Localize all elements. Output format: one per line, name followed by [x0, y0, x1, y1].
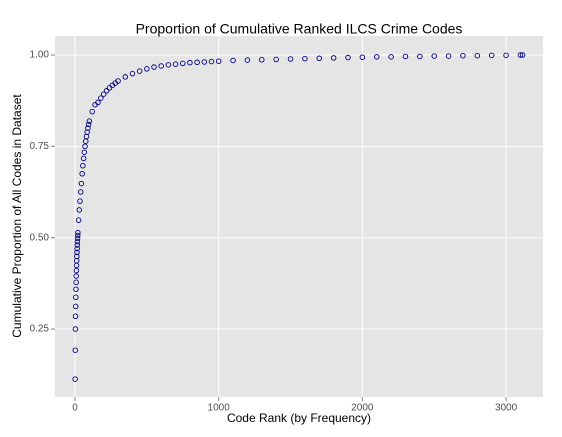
- point: [72, 303, 79, 310]
- point: [244, 57, 251, 63]
- point: [75, 217, 82, 223]
- point: [76, 207, 83, 213]
- point: [302, 55, 308, 62]
- point: [488, 52, 495, 59]
- plot-panel: [55, 36, 543, 397]
- point: [431, 53, 437, 59]
- point: [77, 198, 83, 204]
- point: [201, 59, 208, 65]
- point: [80, 162, 86, 169]
- point: [172, 61, 179, 67]
- point: [77, 189, 84, 195]
- point: [74, 238, 81, 245]
- point: [115, 78, 121, 84]
- point: [74, 245, 80, 252]
- point: [151, 64, 157, 70]
- point: [122, 74, 129, 80]
- point: [80, 155, 87, 162]
- point: [359, 54, 366, 60]
- point: [144, 66, 150, 72]
- chart-title: Proportion of Cumulative Ranked ILCS Cri…: [136, 21, 463, 37]
- point: [78, 180, 85, 187]
- point: [72, 313, 79, 320]
- point: [74, 242, 81, 248]
- point: [208, 58, 215, 65]
- point: [100, 91, 107, 97]
- x-tick-label: 3000: [495, 403, 518, 414]
- point: [73, 286, 79, 292]
- point: [503, 52, 509, 59]
- point: [73, 267, 80, 274]
- point: [74, 235, 81, 242]
- point: [287, 56, 294, 62]
- point: [402, 53, 409, 60]
- point: [81, 149, 88, 155]
- point: [72, 376, 78, 382]
- point: [103, 88, 110, 94]
- point: [79, 170, 85, 177]
- x-tick-label: 2000: [351, 403, 374, 414]
- point: [194, 59, 200, 66]
- point: [460, 52, 466, 59]
- point: [75, 229, 81, 236]
- point: [519, 52, 526, 58]
- point: [73, 294, 79, 301]
- point: [330, 55, 337, 61]
- point: [259, 57, 265, 63]
- point: [158, 63, 164, 69]
- y-tick-label: 1.00: [30, 50, 50, 61]
- point: [74, 253, 80, 260]
- point: [73, 279, 79, 286]
- point: [445, 53, 452, 59]
- x-tick-label: 1000: [208, 403, 231, 414]
- point: [74, 232, 81, 239]
- point: [165, 62, 172, 68]
- point: [179, 60, 186, 67]
- point: [316, 55, 323, 62]
- point: [85, 121, 92, 128]
- point: [74, 249, 80, 256]
- y-axis-label: Cumulative Proportion of All Codes in Da…: [10, 94, 24, 338]
- point: [86, 118, 93, 124]
- x-tick-label: 0: [72, 403, 78, 414]
- point: [388, 54, 394, 60]
- point: [73, 273, 80, 279]
- point: [136, 68, 143, 74]
- point: [129, 70, 136, 77]
- y-tick-label: 0.75: [30, 141, 50, 152]
- point: [72, 347, 79, 353]
- x-axis-label: Code Rank (by Frequency): [227, 411, 371, 425]
- point: [89, 108, 95, 115]
- point: [230, 57, 236, 64]
- point: [82, 143, 88, 150]
- point: [187, 59, 193, 66]
- point: [98, 95, 104, 101]
- point: [72, 326, 79, 332]
- y-tick-label: 0.25: [30, 324, 50, 335]
- point: [373, 54, 380, 60]
- point: [95, 99, 101, 106]
- point: [345, 54, 351, 61]
- point: [273, 56, 279, 63]
- point: [84, 129, 90, 135]
- point: [85, 125, 91, 131]
- point: [517, 52, 524, 58]
- y-tick-label: 0.50: [30, 232, 50, 243]
- point: [474, 52, 481, 59]
- point: [215, 58, 222, 64]
- point: [417, 53, 423, 60]
